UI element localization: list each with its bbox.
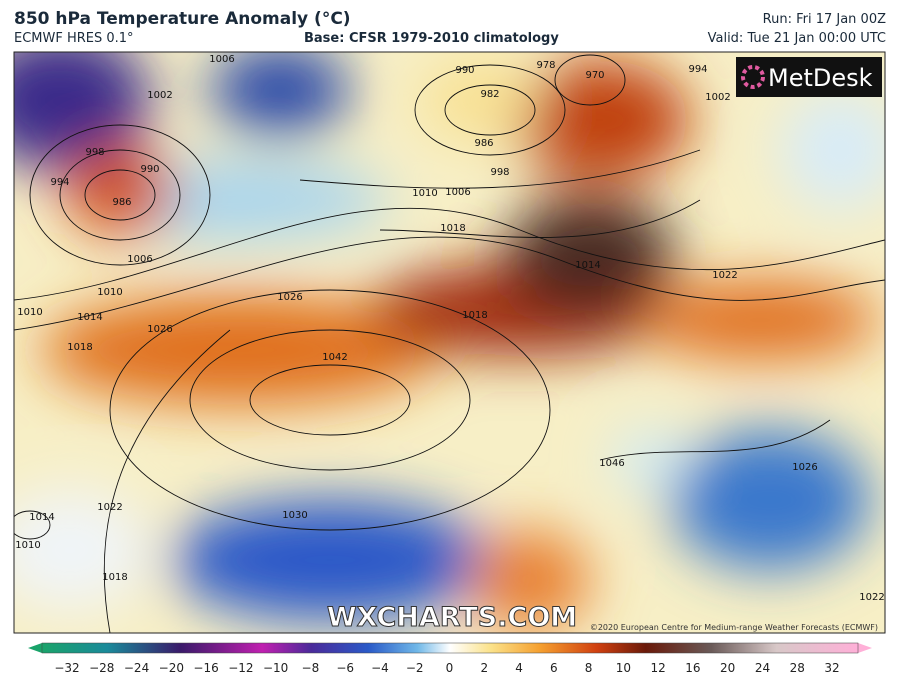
isobar-label: 978 (536, 60, 555, 71)
colorbar-label: 2 (480, 661, 488, 675)
isobar-label: 1010 (15, 540, 40, 551)
colorbar-label: 0 (446, 661, 454, 675)
colorbar-label: 10 (616, 661, 631, 675)
isobar-label: 1030 (282, 510, 307, 521)
isobar-label: 1010 (17, 307, 42, 318)
model-label: ECMWF HRES 0.1° (14, 31, 134, 46)
isobar-label: 1002 (147, 90, 172, 101)
isobar-label: 998 (490, 167, 509, 178)
isobar-label: 1006 (445, 187, 470, 198)
isobar-label: 1002 (705, 92, 730, 103)
colorbar-label: 20 (720, 661, 735, 675)
isobar-label: 986 (112, 197, 131, 208)
isobar-label: 1022 (859, 592, 884, 603)
isobar-label: 970 (585, 70, 604, 81)
isobar-label: 1026 (277, 292, 302, 303)
isobar-label: 1022 (97, 502, 122, 513)
colorbar-label: −10 (263, 661, 288, 675)
isobar-label: 1006 (127, 254, 152, 265)
valid-label: Valid: Tue 21 Jan 00:00 UTC (707, 31, 886, 46)
isobar-label: 1026 (147, 324, 172, 335)
colorbar-label: −32 (54, 661, 79, 675)
logo-box (736, 57, 882, 97)
isobar-lines (14, 54, 885, 633)
isobar-label: 982 (480, 89, 499, 100)
watermark: WXCHARTS.COM (327, 602, 577, 633)
colorbar-label: 4 (515, 661, 523, 675)
isobar-label: 1010 (97, 287, 122, 298)
colorbar-label: −28 (89, 661, 114, 675)
isobar-label: 1006 (209, 54, 234, 65)
base-label: Base: CFSR 1979-2010 climatology (304, 31, 559, 46)
isobar-label: 1018 (462, 310, 487, 321)
isobar-label: 1014 (575, 260, 600, 271)
isobar-label: 998 (85, 147, 104, 158)
colorbar-label: 8 (585, 661, 593, 675)
colorbar-label: 28 (790, 661, 805, 675)
isobar-label: 1042 (322, 352, 347, 363)
isobar-label: 994 (688, 64, 707, 75)
isobar-label: 1026 (792, 462, 817, 473)
anomaly-field: 1006 1002 998 994 990 986 1006 1010 1014 1018 1026… (14, 52, 885, 633)
colorbar-label: −20 (159, 661, 184, 675)
isobar-label: 1018 (440, 223, 465, 234)
copyright: ©2020 European Centre for Medium-range W… (590, 623, 878, 632)
run-label: Run: Fri 17 Jan 00Z (762, 12, 886, 27)
isobar-label: 1014 (29, 512, 54, 523)
colorbar-label: −6 (336, 661, 354, 675)
colorbar-label: −16 (193, 661, 218, 675)
isobar-label: 1046 (599, 458, 624, 469)
isobar-label: 1014 (77, 312, 102, 323)
map-title: 850 hPa Temperature Anomaly (°C) (14, 9, 351, 29)
isobar-label: 986 (474, 138, 493, 149)
isobar-label: 1018 (67, 342, 92, 353)
colorbar-label: −12 (228, 661, 253, 675)
colorbar-label: 12 (650, 661, 665, 675)
isobar-label: 990 (455, 65, 474, 76)
isobar-label: 1018 (102, 572, 127, 583)
colorbar-label: −24 (124, 661, 149, 675)
colorbar-label: −4 (371, 661, 389, 675)
colorbar-label: −8 (302, 661, 320, 675)
colorbar-label: 6 (550, 661, 558, 675)
colorbar-label: −2 (406, 661, 424, 675)
isobar-label: 994 (50, 177, 69, 188)
isobar-label: 1010 (412, 188, 437, 199)
colorbar (41, 642, 859, 654)
colorbar-label: 16 (685, 661, 700, 675)
isobar-label: 1022 (712, 270, 737, 281)
logo: MetDesk (768, 64, 873, 92)
colorbar-label: 32 (824, 661, 839, 675)
isobar-label: 990 (140, 164, 159, 175)
colorbar-label: 24 (755, 661, 770, 675)
